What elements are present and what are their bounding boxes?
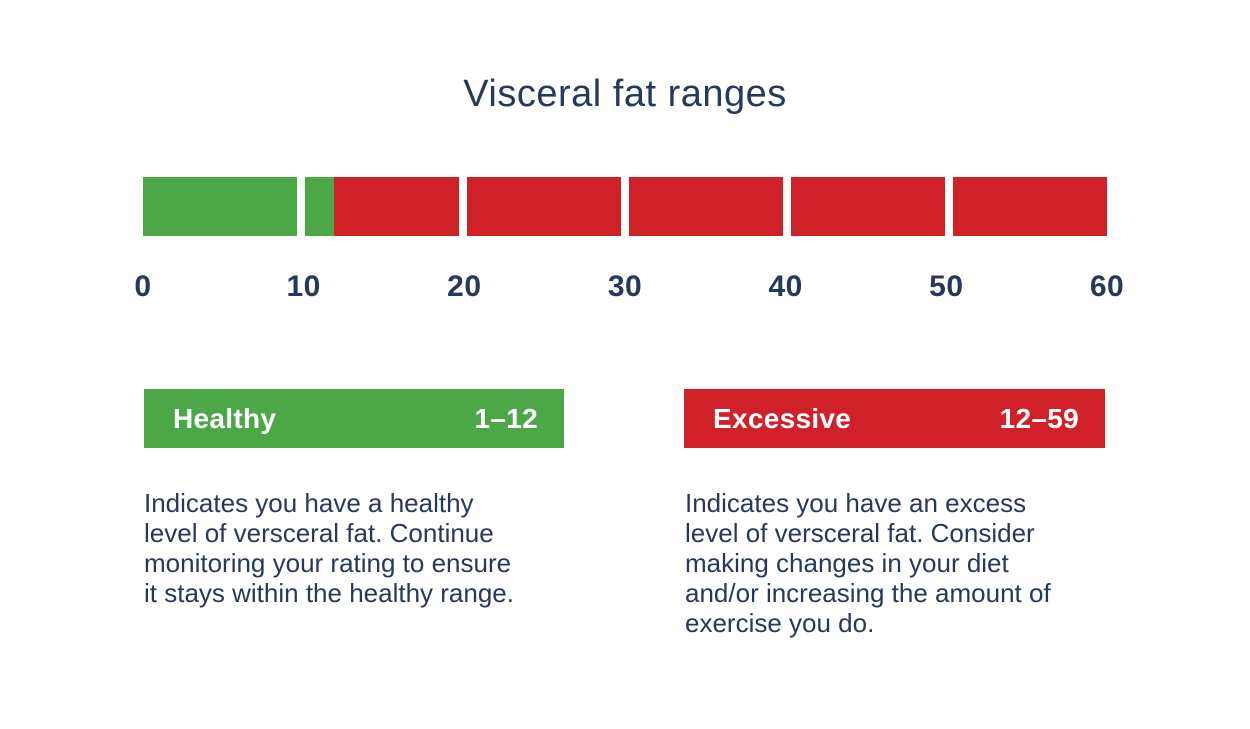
legend-card-healthy: Healthy 1–12 — [144, 389, 564, 448]
healthy-description: Indicates you have a healthy level of ve… — [144, 488, 514, 608]
bar-segment-50-60 — [953, 177, 1107, 236]
range-bar — [143, 177, 1107, 236]
axis-tick-30: 30 — [607, 270, 643, 303]
axis-labels: 0 10 20 30 40 50 60 — [134, 270, 1123, 310]
axis-tick-60: 60 — [1089, 270, 1125, 303]
legend-card-excessive: Excessive 12–59 — [684, 389, 1105, 448]
axis-tick-50: 50 — [929, 270, 964, 303]
excessive-label: Excessive — [713, 402, 852, 434]
chart-title: Visceral fat ranges — [463, 73, 787, 115]
bar-segment-20-30 — [467, 177, 621, 236]
bar-segment-30-40 — [629, 177, 783, 236]
excessive-range: 12–59 — [999, 402, 1079, 434]
bar-segment-40-50 — [791, 177, 945, 236]
healthy-label: Healthy — [173, 402, 277, 434]
bar-segment-10-12-green — [305, 177, 334, 236]
bar-segment-10-20 — [305, 177, 459, 236]
excessive-description: Indicates you have an excess level of ve… — [685, 488, 1051, 638]
bar-segment-12-20-red — [334, 177, 459, 236]
healthy-range: 1–12 — [474, 402, 538, 434]
axis-tick-20: 20 — [447, 270, 482, 303]
bar-segment-0-10 — [143, 177, 297, 236]
axis-tick-40: 40 — [768, 270, 803, 303]
axis-tick-0: 0 — [134, 270, 152, 303]
axis-tick-10: 10 — [286, 270, 321, 303]
